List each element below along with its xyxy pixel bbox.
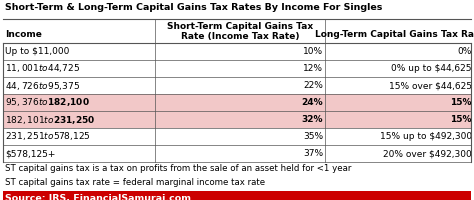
Text: 12%: 12% [303, 64, 323, 73]
Text: Short-Term & Long-Term Capital Gains Tax Rates By Income For Singles: Short-Term & Long-Term Capital Gains Tax… [5, 3, 383, 12]
Text: 35%: 35% [303, 132, 323, 141]
Text: 22%: 22% [303, 81, 323, 90]
Text: ST capital gains tax is a tax on profits from the sale of an asset held for <1 y: ST capital gains tax is a tax on profits… [5, 164, 351, 173]
Text: 24%: 24% [301, 98, 323, 107]
Text: $578,125+: $578,125+ [5, 149, 55, 158]
Text: $44,726 to $95,375: $44,726 to $95,375 [5, 79, 80, 92]
Text: Short-Term Capital Gains Tax: Short-Term Capital Gains Tax [167, 22, 313, 31]
Bar [3, 94, 471, 111]
Text: $231,251 to $578,125: $231,251 to $578,125 [5, 130, 91, 142]
Text: 0% up to $44,625: 0% up to $44,625 [392, 64, 472, 73]
Text: 32%: 32% [301, 115, 323, 124]
Text: 15%: 15% [450, 115, 472, 124]
Text: Income: Income [5, 30, 42, 39]
Text: $95,376 to $182,100: $95,376 to $182,100 [5, 97, 90, 108]
Text: 0%: 0% [457, 47, 472, 56]
Text: 15% over $44,625: 15% over $44,625 [389, 81, 472, 90]
Text: 37%: 37% [303, 149, 323, 158]
Text: 15% up to $492,300: 15% up to $492,300 [380, 132, 472, 141]
Text: $182,101 to $231,250: $182,101 to $231,250 [5, 114, 95, 126]
Text: $11,001 to $44,725: $11,001 to $44,725 [5, 62, 80, 74]
Text: Long-Term Capital Gains Tax Rate: Long-Term Capital Gains Tax Rate [315, 30, 474, 39]
Text: 20% over $492,300: 20% over $492,300 [383, 149, 472, 158]
Text: 15%: 15% [450, 98, 472, 107]
Text: Source: IRS, FinancialSamurai.com: Source: IRS, FinancialSamurai.com [5, 194, 191, 200]
Text: Rate (Income Tax Rate): Rate (Income Tax Rate) [181, 32, 299, 41]
Bar [3, 191, 471, 200]
Text: 10%: 10% [303, 47, 323, 56]
Bar [3, 111, 471, 128]
Text: ST capital gains tax rate = federal marginal income tax rate: ST capital gains tax rate = federal marg… [5, 178, 265, 187]
Text: Up to $11,000: Up to $11,000 [5, 47, 69, 56]
